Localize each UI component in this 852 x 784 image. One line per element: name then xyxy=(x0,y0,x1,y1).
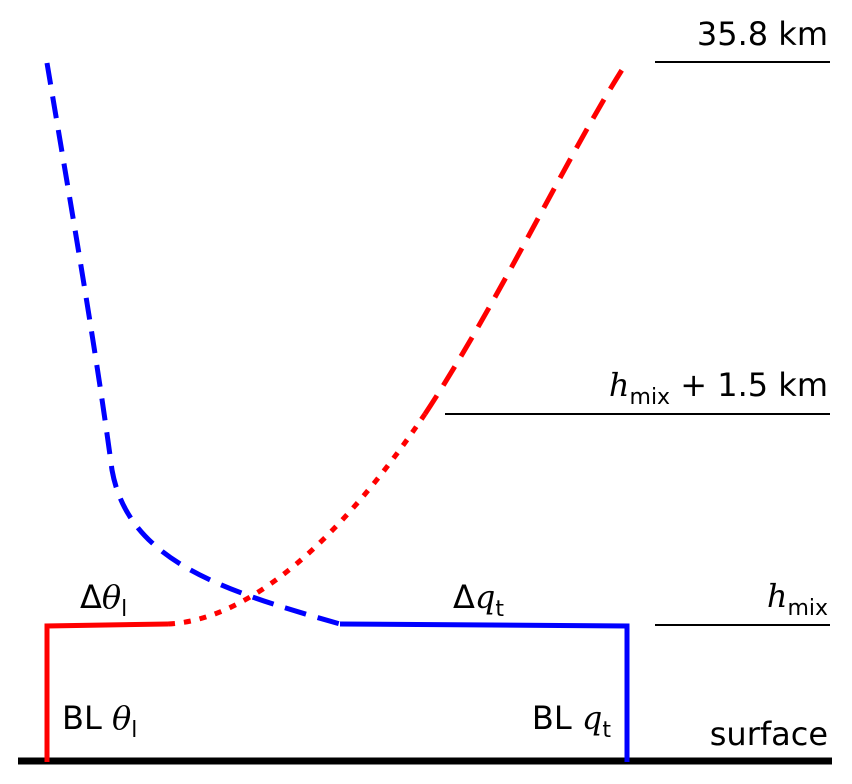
hmix-plus-level-label: hmix + 1.5 km xyxy=(609,366,828,410)
surface-label: surface xyxy=(710,715,828,753)
q-profile-free-troposphere xyxy=(44,62,341,627)
theta-profile-dotted-segment xyxy=(167,412,428,627)
top-level-label: 35.8 km xyxy=(697,15,828,53)
bl-theta-label: BL θl xyxy=(62,699,137,743)
q-profile-jump xyxy=(339,621,630,762)
theta-profile-boundary-layer xyxy=(44,621,169,762)
delta-q-label: Δqt xyxy=(453,578,504,622)
hmix-level-label: hmix xyxy=(767,577,828,621)
theta-profile-free-troposphere xyxy=(422,60,630,416)
bl-q-label: BL qt xyxy=(532,699,611,743)
delta-theta-label: Δθl xyxy=(80,578,127,622)
